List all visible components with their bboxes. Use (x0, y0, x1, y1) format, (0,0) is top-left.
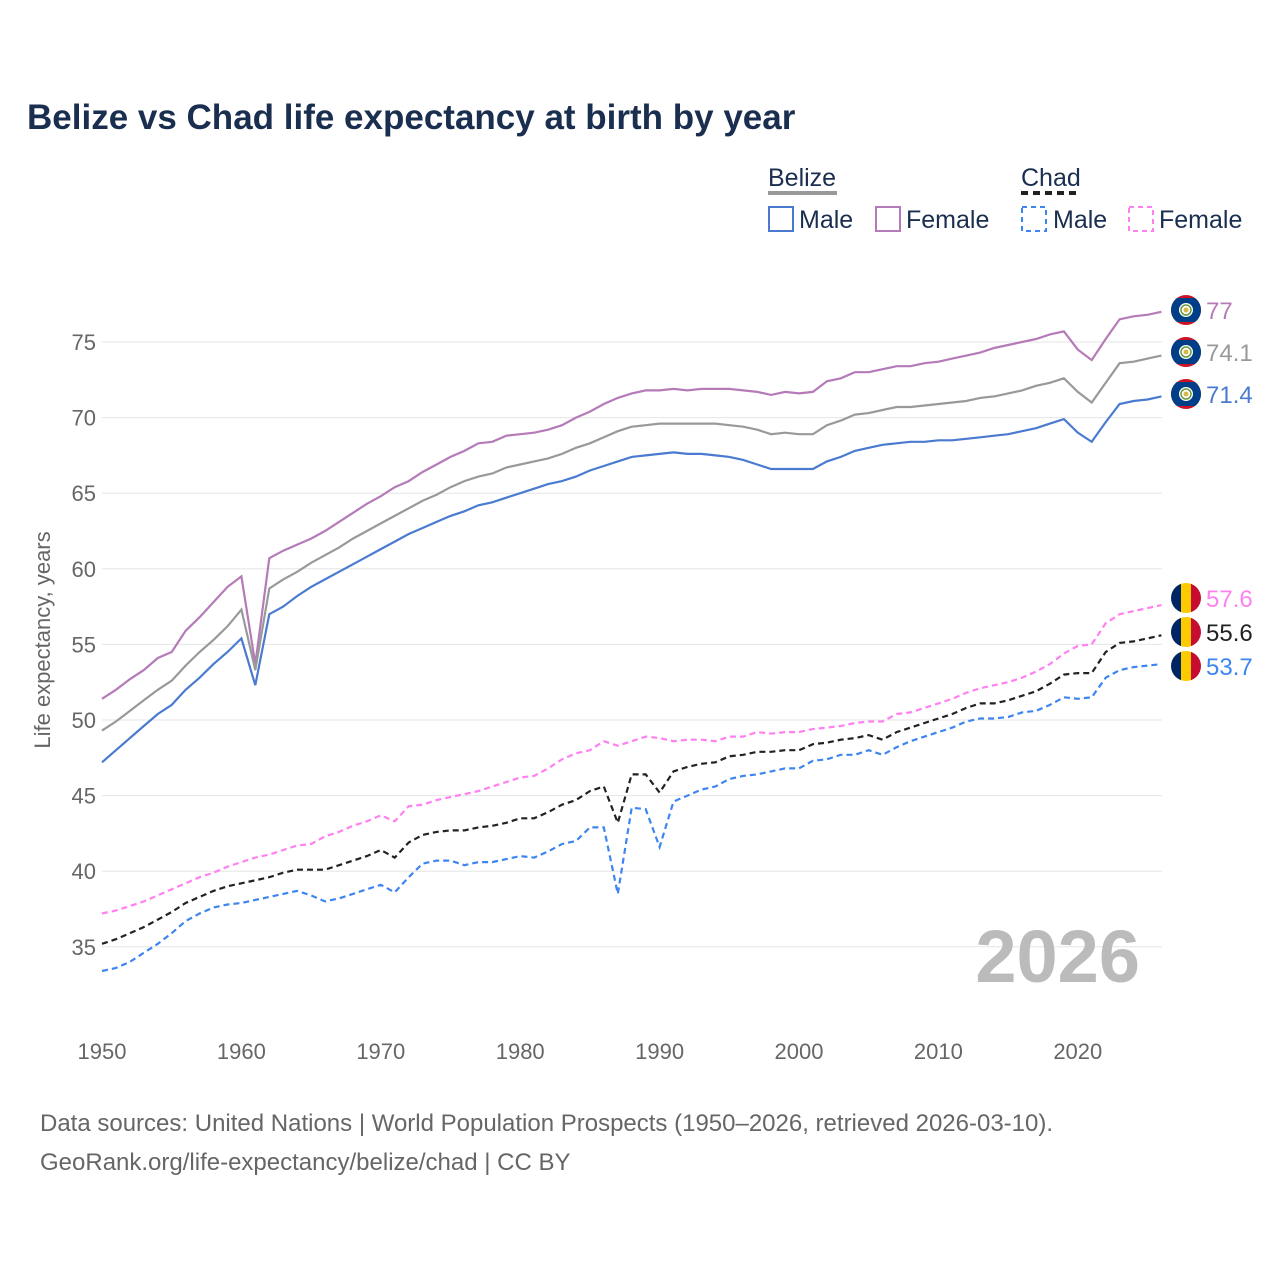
chart-title: Belize vs Chad life expectancy at birth … (27, 98, 796, 137)
legend-belize-female[interactable]: Female (906, 206, 989, 234)
end-label-chad-female: 57.6 (1206, 586, 1253, 613)
source-line-1: Data sources: United Nations | World Pop… (40, 1110, 1053, 1137)
y-tick-label: 35 (72, 935, 96, 960)
legend-group-belize: Belize (768, 164, 836, 192)
y-tick-label: 55 (72, 632, 96, 657)
x-tick-label: 1990 (635, 1039, 684, 1064)
legend-chad-male[interactable]: Male (1053, 206, 1107, 234)
end-label-chad-male: 53.7 (1206, 654, 1253, 681)
end-label-belize-female: 77 (1206, 298, 1233, 325)
series-line-belize-female (101, 310, 1162, 700)
chad-flag-icon (1171, 583, 1201, 613)
series-line-chad-female (101, 604, 1162, 915)
series-line-chad-total (101, 634, 1162, 945)
belize-flag-icon (1171, 379, 1201, 409)
year-watermark: 2026 (975, 915, 1140, 998)
y-tick-label: 40 (72, 859, 96, 884)
belize-flag-icon (1171, 295, 1201, 325)
y-axis-label: Life expectancy, years (30, 531, 55, 748)
y-tick-label: 45 (72, 784, 96, 809)
x-tick-label: 1950 (78, 1039, 127, 1064)
legend-chad-female-swatch (1128, 206, 1154, 232)
legend-belize-female-swatch (875, 206, 901, 232)
source-line-2[interactable]: GeoRank.org/life-expectancy/belize/chad … (40, 1149, 571, 1176)
end-label-belize-male: 71.4 (1206, 382, 1253, 409)
legend-belize-male-swatch (768, 206, 794, 232)
legend-group-chad: Chad (1021, 164, 1081, 192)
legend-belize-male[interactable]: Male (799, 206, 853, 234)
x-tick-label: 1970 (356, 1039, 405, 1064)
x-tick-label: 1960 (217, 1039, 266, 1064)
x-tick-label: 2020 (1053, 1039, 1102, 1064)
belize-flag-icon (1171, 337, 1201, 367)
y-tick-label: 70 (72, 406, 96, 431)
y-tick-label: 50 (72, 708, 96, 733)
y-tick-label: 60 (72, 557, 96, 582)
end-label-belize-total: 74.1 (1206, 340, 1253, 367)
legend-chad-male-swatch (1021, 206, 1047, 232)
y-tick-label: 65 (72, 481, 96, 506)
chad-flag-icon (1171, 617, 1201, 647)
x-tick-label: 2000 (775, 1039, 824, 1064)
series-line-belize-total (101, 354, 1162, 732)
x-tick-label: 2010 (914, 1039, 963, 1064)
legend-chad-female[interactable]: Female (1159, 206, 1242, 234)
legend: Belize Male Female Chad Male Female (768, 164, 1242, 234)
end-label-chad-total: 55.6 (1206, 620, 1253, 647)
series-line-belize-male (101, 395, 1162, 764)
x-tick-label: 1980 (496, 1039, 545, 1064)
y-tick-label: 75 (72, 330, 96, 355)
chad-flag-icon (1171, 651, 1201, 681)
